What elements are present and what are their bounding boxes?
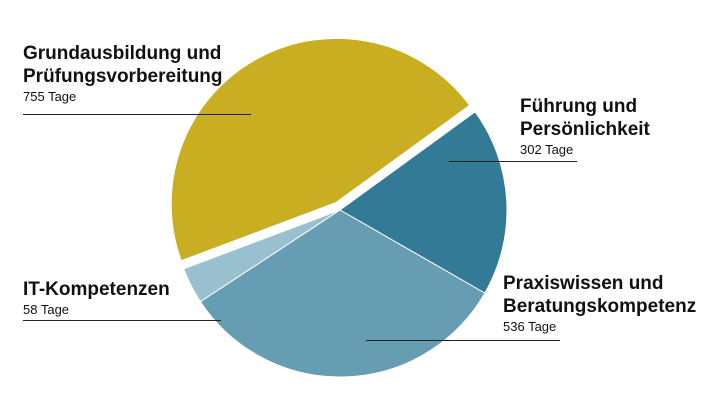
pie-slice-2 <box>183 209 341 303</box>
slice-name-line: Beratungskompetenz <box>503 296 697 317</box>
label-praxiswissen: Praxiswissen und Beratungskompetenz 536 … <box>503 272 703 336</box>
slice-name-line: Führung und <box>520 96 638 117</box>
label-grundausbildung: Grundausbildung und Prüfungsvorbereitung… <box>23 42 253 115</box>
pie-slice-0 <box>339 111 508 294</box>
pie-slice-1 <box>199 209 486 378</box>
slice-value: 755 Tage <box>23 89 77 104</box>
leader-line <box>366 340 560 341</box>
slice-name-line: Prüfungsvorbereitung <box>23 66 223 87</box>
slice-name-line: Persönlichkeit <box>520 119 650 140</box>
slice-value: 58 Tage <box>23 302 70 317</box>
leader-line <box>449 161 577 162</box>
pie-slice-3 <box>167 34 475 266</box>
slice-value: 302 Tage <box>520 142 574 157</box>
slice-name-line: Grundausbildung und <box>23 43 222 64</box>
slice-name-line: Praxiswissen und <box>503 273 664 294</box>
label-it-kompetenzen: IT-Kompetenzen 58 Tage <box>23 278 223 319</box>
slice-name-line: IT-Kompetenzen <box>23 279 170 300</box>
slice-value: 536 Tage <box>503 319 557 334</box>
leader-line <box>23 114 251 115</box>
leader-line <box>23 320 221 321</box>
label-fuehrung: Führung und Persönlichkeit 302 Tage <box>520 95 690 159</box>
